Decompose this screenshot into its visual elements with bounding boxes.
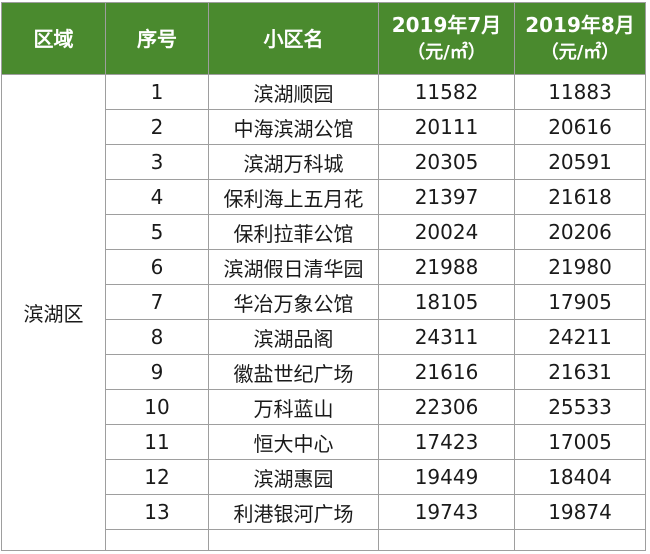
- cell-name: 万科蓝山: [208, 389, 379, 425]
- cell-name: 中海滨湖公馆: [208, 109, 379, 145]
- cell-aug: 17005: [514, 424, 646, 460]
- cell-jul: 21397: [378, 179, 515, 215]
- cell-index: 5: [105, 214, 209, 250]
- cell-index: 8: [105, 319, 209, 355]
- cell-index: 7: [105, 284, 209, 320]
- cell-aug: 17905: [514, 284, 646, 320]
- cell-name: 徽盐世纪广场: [208, 354, 379, 390]
- cell-aug: 25533: [514, 389, 646, 425]
- header-jul-title: 2019年7月: [391, 12, 502, 37]
- header-aug-unit: （元/㎡）: [540, 41, 620, 63]
- header-region: 区域: [1, 2, 106, 75]
- table-row: 10 万科蓝山 22306 25533: [2, 389, 646, 425]
- table-row: 5 保利拉菲公馆 20024 20206: [2, 214, 646, 250]
- cell-aug: 21980: [514, 249, 646, 285]
- cell-index: 4: [105, 179, 209, 215]
- cell-name: 保利海上五月花: [208, 179, 379, 215]
- cell-index: 10: [105, 389, 209, 425]
- table-row: 2 中海滨湖公馆 20111 20616: [2, 109, 646, 145]
- cell-aug: 20206: [514, 214, 646, 250]
- cell-empty: [514, 529, 646, 551]
- cell-index: 13: [105, 494, 209, 530]
- cell-aug: 20591: [514, 144, 646, 180]
- cell-jul: 11582: [378, 74, 515, 110]
- cell-jul: 19743: [378, 494, 515, 530]
- cell-index: 6: [105, 249, 209, 285]
- cell-jul: 17423: [378, 424, 515, 460]
- cell-name: 滨湖惠园: [208, 459, 379, 495]
- cell-name: 滨湖品阁: [208, 319, 379, 355]
- cell-aug: 21618: [514, 179, 646, 215]
- header-name: 小区名: [208, 2, 379, 75]
- cell-aug: 24211: [514, 319, 646, 355]
- table-row: 3 滨湖万科城 20305 20591: [2, 144, 646, 180]
- cell-jul: 20024: [378, 214, 515, 250]
- cell-index: 3: [105, 144, 209, 180]
- table-row: 13 利港银河广场 19743 19874: [2, 494, 646, 530]
- cell-jul: 24311: [378, 319, 515, 355]
- cell-name: 保利拉菲公馆: [208, 214, 379, 250]
- cell-name: 华冶万象公馆: [208, 284, 379, 320]
- header-jul: 2019年7月 （元/㎡）: [378, 2, 515, 75]
- header-row: 区域 序号 小区名 2019年7月 （元/㎡） 2019年8月 （元/㎡）: [1, 2, 646, 75]
- header-aug-title: 2019年8月: [525, 12, 635, 37]
- cell-jul: 21616: [378, 354, 515, 390]
- cell-index: 2: [105, 109, 209, 145]
- table-row: 9 徽盐世纪广场 21616 21631: [2, 354, 646, 390]
- header-aug: 2019年8月 （元/㎡）: [514, 2, 646, 75]
- cell-aug: 21631: [514, 354, 646, 390]
- header-jul-unit: （元/㎡）: [407, 41, 486, 63]
- cell-jul: 22306: [378, 389, 515, 425]
- cell-jul: 18105: [378, 284, 515, 320]
- cell-empty: [378, 529, 515, 551]
- table-row: 11 恒大中心 17423 17005: [2, 424, 646, 460]
- cell-index: 11: [105, 424, 209, 460]
- cell-jul: 20111: [378, 109, 515, 145]
- cell-name: 恒大中心: [208, 424, 379, 460]
- cell-jul: 19449: [378, 459, 515, 495]
- cell-aug: 11883: [514, 74, 646, 110]
- table-row: 6 滨湖假日清华园 21988 21980: [2, 249, 646, 285]
- cell-index: 12: [105, 459, 209, 495]
- cell-empty: [208, 529, 379, 551]
- table-row: 12 滨湖惠园 19449 18404: [2, 459, 646, 495]
- table-row: 8 滨湖品阁 24311 24211: [2, 319, 646, 355]
- cell-aug: 18404: [514, 459, 646, 495]
- header-index: 序号: [105, 2, 209, 75]
- table-row: 滨湖区 1 滨湖顺园 11582 11883: [1, 74, 646, 551]
- cell-aug: 20616: [514, 109, 646, 145]
- cell-name: 滨湖假日清华园: [208, 249, 379, 285]
- cell-name: 利港银河广场: [208, 494, 379, 530]
- cell-empty: [105, 529, 209, 551]
- cell-aug: 19874: [514, 494, 646, 530]
- cell-name: 滨湖顺园: [208, 74, 379, 110]
- cell-jul: 21988: [378, 249, 515, 285]
- cell-index: 1: [105, 74, 209, 110]
- cell-index: 9: [105, 354, 209, 390]
- region-cell: 滨湖区: [1, 74, 106, 551]
- cell-jul: 20305: [378, 144, 515, 180]
- cell-name: 滨湖万科城: [208, 144, 379, 180]
- table-row-partial: [2, 529, 646, 551]
